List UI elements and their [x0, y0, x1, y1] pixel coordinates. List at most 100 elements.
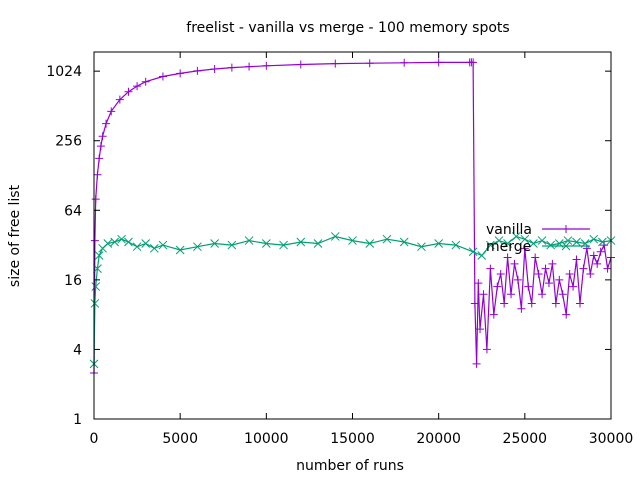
plus-marker — [158, 72, 167, 81]
plus-marker — [600, 241, 609, 250]
legend-label: vanilla — [486, 222, 532, 238]
y-tick-label: 16 — [64, 273, 82, 289]
plus-marker — [565, 269, 574, 278]
series-layer — [89, 58, 616, 378]
series-line — [93, 61, 612, 374]
x-marker — [520, 234, 530, 244]
x-marker — [117, 234, 126, 244]
x-marker — [244, 236, 254, 245]
x-marker — [486, 240, 495, 250]
x-marker — [313, 239, 323, 248]
x-marker — [572, 237, 581, 247]
plus-marker — [544, 279, 553, 288]
y-tick-label: 64 — [64, 203, 82, 219]
plus-marker — [296, 60, 305, 69]
plus-marker — [400, 58, 409, 67]
x-marker — [477, 251, 487, 260]
x-marker — [330, 232, 340, 241]
plus-marker — [538, 290, 547, 299]
x-marker — [94, 251, 104, 260]
x-tick-label: 5000 — [162, 431, 198, 447]
plus-marker — [331, 59, 340, 68]
x-marker — [227, 240, 237, 250]
plus-marker — [210, 64, 219, 73]
plus-marker — [141, 77, 150, 86]
y-tick-label: 256 — [55, 134, 82, 150]
series-vanilla — [90, 58, 615, 378]
plus-marker — [124, 87, 133, 96]
x-marker — [589, 234, 599, 244]
plus-marker — [596, 247, 605, 256]
x-marker — [382, 234, 392, 244]
x-marker — [563, 236, 573, 245]
y-tick-label: 4 — [73, 342, 82, 358]
plus-marker — [551, 299, 560, 308]
x-marker — [511, 232, 521, 241]
x-marker — [348, 236, 357, 245]
plus-marker — [472, 359, 481, 368]
plus-marker — [102, 119, 111, 128]
plus-marker — [507, 290, 516, 299]
plus-marker — [474, 279, 483, 288]
x-marker — [149, 243, 159, 253]
plus-marker — [500, 299, 509, 308]
x-marker — [494, 236, 504, 245]
x-marker — [141, 239, 151, 248]
plus-marker — [572, 255, 581, 264]
x-marker — [529, 239, 538, 248]
y-axis-label: size of free list — [7, 184, 23, 287]
x-marker — [399, 237, 409, 247]
axis-ticks: 0 5000 10000 15000 20000 25000 30000 1 4 16 64 256 1… — [46, 52, 633, 447]
x-marker — [468, 247, 478, 257]
x-marker — [93, 264, 102, 274]
plus-marker — [107, 107, 116, 116]
x-marker — [110, 237, 120, 247]
plus-marker — [262, 61, 271, 70]
plus-marker — [603, 264, 612, 273]
plus-marker — [469, 58, 478, 67]
plus-marker — [489, 310, 498, 319]
series-line — [93, 235, 612, 364]
plus-marker — [245, 62, 254, 71]
plus-marker — [513, 275, 522, 284]
plus-marker — [562, 225, 570, 233]
plus-marker — [496, 269, 505, 278]
x-marker — [103, 239, 113, 248]
plus-marker — [589, 251, 598, 260]
plus-marker — [593, 259, 602, 268]
plus-marker — [486, 264, 495, 273]
plus-marker — [434, 58, 443, 67]
y-tick-label: 1024 — [46, 64, 82, 80]
plus-marker — [562, 310, 571, 319]
x-marker — [434, 239, 444, 248]
x-marker — [158, 240, 168, 250]
plus-marker — [93, 170, 102, 179]
x-marker — [279, 240, 288, 250]
plus-marker — [98, 132, 107, 141]
plus-marker — [510, 259, 519, 268]
x-marker — [175, 245, 185, 255]
x-tick-label: 30000 — [589, 431, 634, 447]
plus-marker — [227, 63, 236, 72]
x-axis-label: number of runs — [296, 458, 404, 474]
plus-marker — [482, 345, 491, 354]
x-marker — [537, 236, 547, 245]
plus-marker — [579, 264, 588, 273]
plot-area — [93, 51, 612, 420]
x-marker — [124, 237, 133, 247]
plus-marker — [470, 299, 479, 308]
plus-marker — [193, 66, 202, 75]
plus-marker — [575, 299, 584, 308]
plus-marker — [95, 154, 104, 163]
plus-marker — [531, 253, 540, 262]
x-marker — [546, 240, 556, 250]
legend-label: merge — [486, 239, 531, 255]
x-tick-label: 25000 — [503, 431, 548, 447]
plus-marker — [479, 290, 488, 299]
x-marker — [561, 241, 571, 251]
plus-marker — [133, 82, 142, 91]
plus-marker — [558, 290, 567, 299]
x-marker — [210, 239, 219, 248]
